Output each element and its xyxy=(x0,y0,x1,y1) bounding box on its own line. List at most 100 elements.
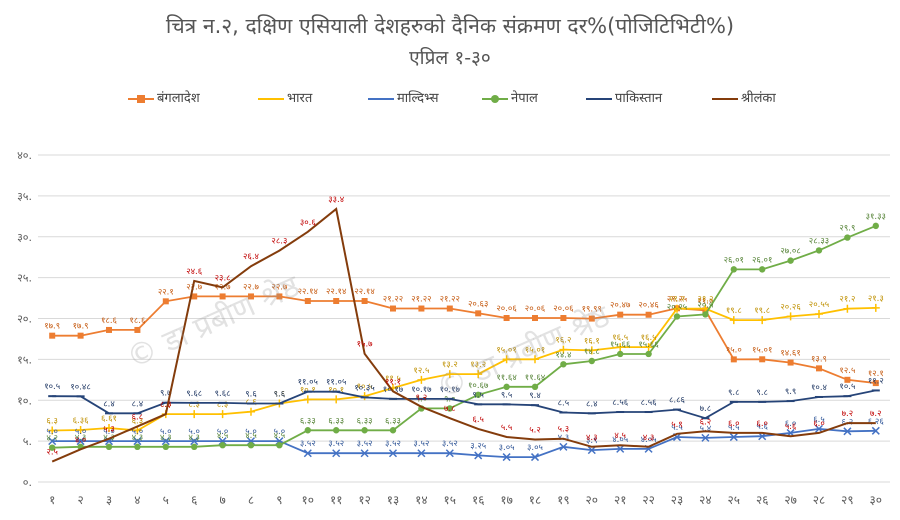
data-label: ५.० xyxy=(75,427,87,437)
data-point xyxy=(559,442,568,451)
data-label: ८.३ xyxy=(160,400,172,410)
y-tick-label: ३०. xyxy=(17,231,32,244)
data-label: २०.०६ xyxy=(496,304,517,314)
x-tick-label: २४ xyxy=(699,493,711,507)
data-label: २०.६३ xyxy=(468,299,488,309)
x-tick-label: ९ xyxy=(276,493,282,507)
data-point xyxy=(248,293,254,300)
data-label: १९.८ xyxy=(726,306,742,316)
data-label: ९.२ xyxy=(416,393,428,403)
series-line xyxy=(52,427,876,459)
data-point xyxy=(843,304,852,313)
data-label: ९.७ xyxy=(160,389,172,399)
data-point xyxy=(816,365,822,372)
data-point xyxy=(786,312,795,321)
x-tick-label: २२ xyxy=(642,493,654,507)
data-point xyxy=(445,449,454,458)
data-label: २१.२ xyxy=(697,295,713,305)
data-label: ९.८ xyxy=(728,388,740,398)
data-point xyxy=(106,326,112,333)
data-label: ९.५ xyxy=(472,390,484,400)
data-label: २१.० xyxy=(697,296,713,306)
data-point xyxy=(560,315,567,322)
data-point xyxy=(332,449,341,458)
legend-label: पाकिस्तान xyxy=(615,91,663,106)
legend-item: नेपाल xyxy=(482,88,538,106)
x-tick-label: ६ xyxy=(191,493,197,507)
chart-legend: बंगलादेश भारत माल्दिभ्स नेपाल पाकिस्तान श्रील… xyxy=(0,88,900,110)
data-point xyxy=(702,311,709,318)
data-label: १५.६६ xyxy=(638,340,659,350)
data-point xyxy=(588,315,595,322)
data-label: ६.५ xyxy=(813,415,825,425)
data-label: २२.१४ xyxy=(354,287,374,297)
data-label: २२.७ xyxy=(243,282,260,292)
data-point xyxy=(644,343,653,352)
data-point xyxy=(388,449,398,458)
data-point xyxy=(871,303,880,312)
data-label: ५.० xyxy=(103,427,115,437)
data-point xyxy=(304,298,311,305)
legend-label: श्रीलंका xyxy=(741,91,776,106)
data-label: ७.८ xyxy=(700,404,712,414)
data-label: १३.२ xyxy=(470,360,486,370)
data-label: ९.६८ xyxy=(186,389,202,399)
data-point xyxy=(530,453,540,462)
data-label: १०.६७ xyxy=(468,381,489,391)
data-label: २३.८ xyxy=(215,273,231,283)
data-label: ६.६१ xyxy=(101,414,117,424)
data-point xyxy=(559,345,568,354)
data-label: ६.३ xyxy=(132,416,144,426)
data-point xyxy=(361,427,368,434)
x-tick-label: १५ xyxy=(444,493,456,507)
data-label: ९.४ xyxy=(529,391,541,401)
data-label: १२.५ xyxy=(413,366,429,376)
data-point xyxy=(729,316,738,325)
legend-marker xyxy=(267,97,275,108)
data-point xyxy=(133,437,142,446)
x-tick-label: १४ xyxy=(415,493,427,507)
data-label: ४.३ xyxy=(188,433,200,443)
data-point xyxy=(105,443,113,451)
data-label: ११.६४ xyxy=(496,373,516,383)
y-tick-label: २०. xyxy=(17,313,32,326)
data-label: ३.५२ xyxy=(413,439,429,449)
x-tick-label: १ xyxy=(49,493,55,507)
data-label: ६.३६ xyxy=(73,416,90,426)
legend-marker xyxy=(595,97,603,108)
data-point xyxy=(871,426,880,435)
data-label: १०.५ xyxy=(839,382,855,392)
legend-label: नेपाल xyxy=(511,91,538,106)
data-point xyxy=(389,427,397,434)
series-line xyxy=(52,389,876,420)
data-label: ६.० xyxy=(756,419,768,429)
data-point xyxy=(617,350,624,358)
x-tick-label: २ xyxy=(77,493,83,507)
series-line xyxy=(52,295,876,384)
data-point xyxy=(503,383,510,391)
x-tick-label: ११ xyxy=(330,493,342,507)
data-label: २०.५ xyxy=(697,300,713,310)
data-label: ६.८ xyxy=(132,412,144,422)
data-label: १६.२ xyxy=(555,336,571,346)
data-point xyxy=(190,437,199,446)
data-point xyxy=(303,395,312,404)
x-tick-label: २८ xyxy=(813,493,825,507)
data-point xyxy=(616,343,625,352)
data-label: ९.६८ xyxy=(215,389,231,399)
data-label: २०.०६ xyxy=(553,304,574,314)
data-point xyxy=(133,426,142,435)
chart-subtitle: एप्रिल १-३० xyxy=(409,47,491,69)
data-point xyxy=(560,361,567,368)
data-point xyxy=(76,437,85,446)
data-point xyxy=(787,257,794,264)
data-label: ४.२ xyxy=(46,434,58,444)
data-label: ८.३ xyxy=(217,400,229,410)
data-label: ३३.४ xyxy=(328,195,344,205)
data-label: २१.२ xyxy=(669,295,685,305)
data-point xyxy=(390,305,396,312)
data-label: ४.३ xyxy=(586,433,598,443)
x-tick-label: ४ xyxy=(134,493,140,507)
data-label: ५.२ xyxy=(529,425,541,435)
data-point xyxy=(730,266,737,273)
